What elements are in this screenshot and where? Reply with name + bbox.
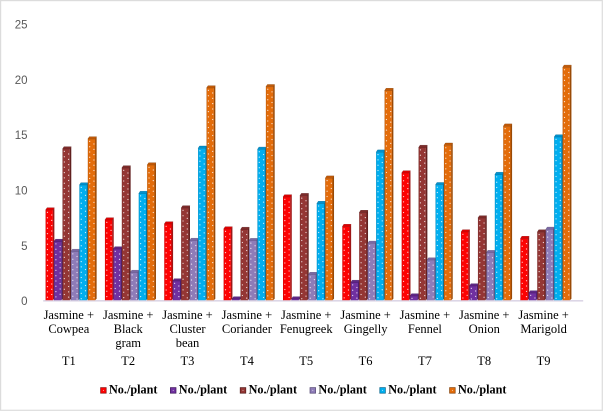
svg-text:5: 5 [21, 241, 27, 253]
svg-text:Jasmine +: Jasmine + [44, 308, 94, 322]
svg-text:No./plant: No./plant [109, 383, 157, 397]
svg-text:gram: gram [115, 336, 141, 350]
svg-text:Cowpea: Cowpea [48, 322, 89, 336]
svg-text:Fennel: Fennel [408, 322, 443, 336]
svg-text:10: 10 [15, 186, 28, 198]
svg-text:Jasmine +: Jasmine + [281, 308, 331, 322]
svg-text:T3: T3 [181, 354, 195, 368]
svg-text:20: 20 [15, 75, 28, 87]
svg-text:25: 25 [15, 20, 28, 32]
svg-text:T7: T7 [418, 354, 432, 368]
svg-text:Jasmine +: Jasmine + [340, 308, 390, 322]
svg-text:Jasmine +: Jasmine + [400, 308, 450, 322]
svg-text:T4: T4 [240, 354, 255, 368]
svg-text:No./plant: No./plant [249, 383, 297, 397]
svg-text:Coriander: Coriander [222, 322, 273, 336]
svg-text:T2: T2 [121, 354, 135, 368]
svg-text:Black: Black [114, 322, 144, 336]
svg-text:bean: bean [176, 336, 200, 350]
svg-text:No./plant: No./plant [458, 383, 506, 397]
svg-text:Jasmine +: Jasmine + [518, 308, 568, 322]
svg-text:Jasmine +: Jasmine + [103, 308, 153, 322]
svg-text:No./plant: No./plant [318, 383, 366, 397]
svg-text:Marigold: Marigold [520, 322, 567, 336]
svg-text:T8: T8 [477, 354, 491, 368]
svg-text:T9: T9 [537, 354, 551, 368]
svg-text:Jasmine +: Jasmine + [459, 308, 509, 322]
svg-text:15: 15 [15, 130, 28, 142]
svg-text:T6: T6 [359, 354, 373, 368]
svg-text:No./plant: No./plant [388, 383, 436, 397]
svg-text:Cluster: Cluster [169, 322, 206, 336]
svg-text:Fenugreek: Fenugreek [280, 322, 334, 336]
svg-text:Jasmine +: Jasmine + [162, 308, 212, 322]
svg-text:Jasmine +: Jasmine + [222, 308, 272, 322]
svg-text:0: 0 [21, 296, 27, 308]
svg-text:T5: T5 [299, 354, 313, 368]
svg-text:T1: T1 [62, 354, 76, 368]
svg-text:Onion: Onion [469, 322, 501, 336]
svg-text:Gingelly: Gingelly [344, 322, 388, 336]
svg-text:No./plant: No./plant [179, 383, 227, 397]
